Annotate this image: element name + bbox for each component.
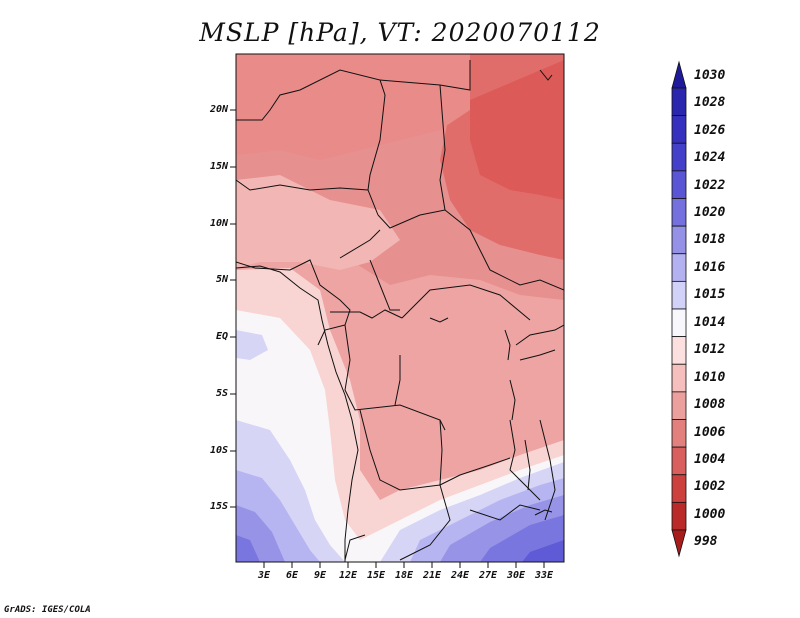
colorbar-segment [671,363,687,393]
colorbar-segment [671,529,687,558]
lon-label: 9E [313,570,327,581]
lat-label: 5N [215,274,228,285]
lat-label: 10S [209,445,228,456]
colorbar-label: 1015 [694,287,726,303]
lat-label: 10N [209,218,228,229]
lon-label: 3E [257,570,271,581]
colorbar-segment [671,308,687,338]
colorbar-label: 1010 [694,369,726,385]
colorbar-label: 1026 [694,122,726,138]
colorbar-segment [671,474,687,503]
lon-label: 15E [366,570,386,581]
lon-label: 33E [534,570,554,581]
map-frame [235,53,565,563]
colorbar-label: 1012 [694,342,726,358]
colorbar-segment [671,336,687,365]
lon-label: 24E [450,570,470,581]
colorbar-segment [671,225,687,255]
lon-label: 27E [478,570,498,581]
colorbar-label: 1030 [694,67,726,83]
country-borders [236,60,564,562]
colorbar-label: 1016 [694,259,726,275]
colorbar-label: 1002 [694,479,726,495]
colorbar-segment [671,391,687,420]
lat-label: EQ [215,331,228,342]
map-title: MSLP [hPa], VT: 2020070112 [199,18,601,47]
colorbar-label: 1006 [694,424,726,440]
lat-label: 15S [209,501,228,512]
colorbar-label: 1028 [694,95,726,111]
colorbar-label: 1024 [694,150,726,166]
colorbar [671,60,687,558]
lon-label: 6E [285,570,299,581]
colorbar-segment [671,198,687,227]
lat-label: 20N [209,104,228,115]
colorbar-segment [671,419,687,448]
colorbar-segment [671,280,687,310]
colorbar-segment [671,501,687,531]
colorbar-segment [671,253,687,282]
colorbar-segment [671,446,687,476]
colorbar-label: 1022 [694,177,726,193]
lon-label: 18E [394,570,414,581]
lon-label: 30E [506,570,526,581]
lat-label: 5S [215,388,228,399]
colorbar-segment [671,142,687,172]
axis-ticks [230,109,545,568]
grads-credit: GrADS: IGES/COLA [4,605,91,615]
lon-label: 12E [338,570,358,581]
colorbar-segment [671,87,687,117]
colorbar-label: 1004 [694,451,726,467]
lon-label: 21E [422,570,442,581]
lat-label: 15N [209,161,228,172]
colorbar-segment [671,60,687,89]
pressure-field [236,54,564,562]
colorbar-label: 1020 [694,204,726,220]
colorbar-label: 1014 [694,314,726,330]
colorbar-label: 1000 [694,506,726,522]
colorbar-label: 998 [694,534,718,550]
colorbar-label: 1018 [694,232,726,248]
colorbar-label: 1008 [694,397,726,413]
colorbar-segment [671,170,687,199]
colorbar-segment [671,115,687,144]
